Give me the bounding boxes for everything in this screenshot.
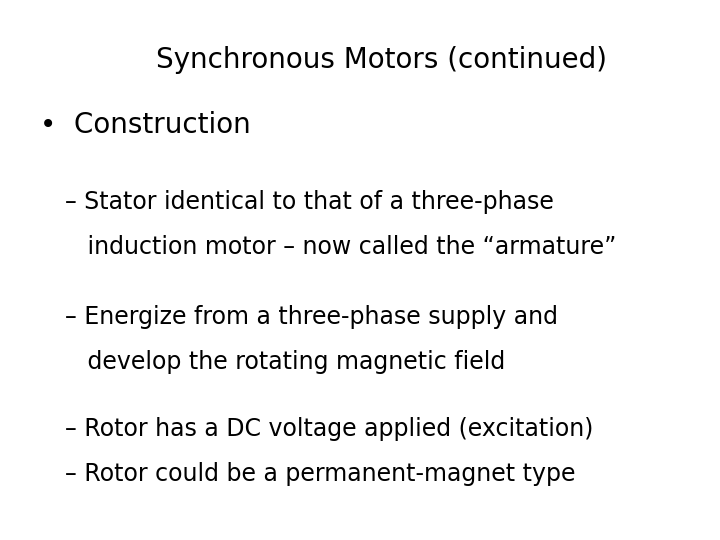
Text: – Rotor has a DC voltage applied (excitation): – Rotor has a DC voltage applied (excita… xyxy=(65,417,593,441)
Text: develop the rotating magnetic field: develop the rotating magnetic field xyxy=(65,350,505,374)
Text: – Energize from a three-phase supply and: – Energize from a three-phase supply and xyxy=(65,305,558,329)
Text: induction motor – now called the “armature”: induction motor – now called the “armatu… xyxy=(65,235,616,259)
Text: Synchronous Motors (continued): Synchronous Motors (continued) xyxy=(156,46,607,74)
Text: – Stator identical to that of a three-phase: – Stator identical to that of a three-ph… xyxy=(65,190,554,214)
Text: •  Construction: • Construction xyxy=(40,111,251,139)
Text: – Rotor could be a permanent-magnet type: – Rotor could be a permanent-magnet type xyxy=(65,462,575,485)
